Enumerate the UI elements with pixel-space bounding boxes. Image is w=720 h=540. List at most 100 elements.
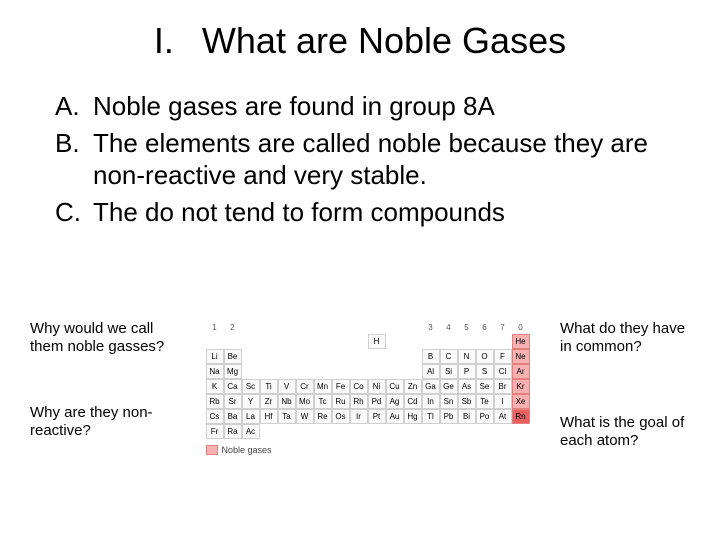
pt-cell-empty [404,334,422,349]
pt-header-cell [314,320,332,334]
pt-header-cell: 1 [206,320,224,334]
pt-cell-empty [404,364,422,379]
pt-cell: Te [476,394,494,409]
pt-cell: Ar [512,364,530,379]
pt-cell: Zn [404,379,422,394]
pt-cell: Ta [278,409,296,424]
pt-row: LiBeBCNOFNe [206,349,530,364]
pt-cell-empty [260,364,278,379]
pt-header-cell [368,320,386,334]
pt-cell: H [368,334,386,349]
pt-cell-empty [260,349,278,364]
bullet-label: B. [55,127,93,192]
pt-cell-empty [368,424,386,439]
pt-cell: Be [224,349,242,364]
title-number: I. [154,20,174,62]
pt-cell: Kr [512,379,530,394]
pt-cell: Tc [314,394,332,409]
pt-cell: Ba [224,409,242,424]
pt-header-cell [332,320,350,334]
pt-cell-empty [404,349,422,364]
pt-cell: Ni [368,379,386,394]
pt-cell-empty [332,349,350,364]
pt-row: CsBaLaHfTaWReOsIrPtAuHgTlPbBiPoAtRn [206,409,530,424]
pt-cell: Cr [296,379,314,394]
pt-cell-empty [296,349,314,364]
bullet-item: C. The do not tend to form compounds [55,196,670,229]
bullet-body: Noble gases are found in group 8A [93,90,670,123]
pt-cell-empty [314,334,332,349]
bullet-label: A. [55,90,93,123]
pt-legend-swatch [206,445,218,455]
pt-cell: Mo [296,394,314,409]
pt-header-cell [404,320,422,334]
pt-cell-empty [242,349,260,364]
pt-header-cell: 5 [458,320,476,334]
pt-cell: Cu [386,379,404,394]
pt-cell-empty [422,424,440,439]
pt-cell-empty [350,334,368,349]
bullet-item: A. Noble gases are found in group 8A [55,90,670,123]
pt-header-cell: 7 [494,320,512,334]
pt-cell: Cl [494,364,512,379]
pt-cell-empty [296,424,314,439]
pt-header-cell: 6 [476,320,494,334]
slide-title: I. What are Noble Gases [0,0,720,62]
pt-cell-empty [296,334,314,349]
pt-cell: La [242,409,260,424]
pt-cell: Ga [422,379,440,394]
pt-cell: Hf [260,409,278,424]
questions-left: Why would we call them noble gasses? Why… [0,320,175,440]
pt-cell: Ru [332,394,350,409]
pt-cell: In [422,394,440,409]
pt-cell-empty [350,349,368,364]
pt-cell-empty [260,334,278,349]
pt-cell: Sc [242,379,260,394]
pt-cell: At [494,409,512,424]
pt-cell-empty [350,424,368,439]
pt-cell: Ac [242,424,260,439]
title-text: What are Noble Gases [202,20,566,62]
pt-cell: Zr [260,394,278,409]
pt-cell: Cd [404,394,422,409]
pt-cell-empty [386,424,404,439]
pt-cell-empty [314,349,332,364]
pt-cell: Ti [260,379,278,394]
pt-cell: S [476,364,494,379]
pt-cell: Xe [512,394,530,409]
pt-row: KCaScTiVCrMnFeCoNiCuZnGaGeAsSeBrKr [206,379,530,394]
pt-cell: Re [314,409,332,424]
pt-row: RbSrYZrNbMoTcRuRhPdAgCdInSnSbTeIXe [206,394,530,409]
pt-cell: Al [422,364,440,379]
pt-cell: B [422,349,440,364]
pt-cell: Sn [440,394,458,409]
pt-header-cell [242,320,260,334]
pt-cell-empty [242,364,260,379]
pt-cell-empty [386,334,404,349]
question-right-2: What is the goal of each atom? [560,414,700,450]
question-right-1: What do they have in common? [560,320,700,356]
pt-legend: Noble gases [206,445,530,455]
pt-cell-empty [314,424,332,439]
pt-row: H He [206,334,530,349]
pt-cell: I [494,394,512,409]
pt-cell-empty [278,349,296,364]
pt-cell-empty [278,334,296,349]
pt-cell-empty [512,424,530,439]
pt-cell: Rb [206,394,224,409]
pt-cell: Pd [368,394,386,409]
pt-cell: Rn [512,409,530,424]
pt-cell-empty [296,364,314,379]
bullet-label: C. [55,196,93,229]
pt-cell-empty [368,349,386,364]
pt-cell: Hg [404,409,422,424]
bullet-item: B. The elements are called noble because… [55,127,670,192]
pt-cell: Po [476,409,494,424]
pt-cell: V [278,379,296,394]
pt-cell: He [512,334,530,349]
pt-cell: Pt [368,409,386,424]
periodic-table: 12345670HHeLiBeBCNOFNeNaMgAlSiPSClArKCaS… [206,320,530,455]
pt-cell: Ge [440,379,458,394]
pt-cell: Br [494,379,512,394]
pt-cell-empty [278,364,296,379]
